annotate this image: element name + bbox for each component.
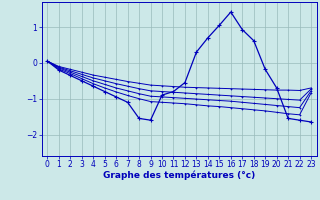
X-axis label: Graphe des températures (°c): Graphe des températures (°c) [103, 171, 255, 180]
